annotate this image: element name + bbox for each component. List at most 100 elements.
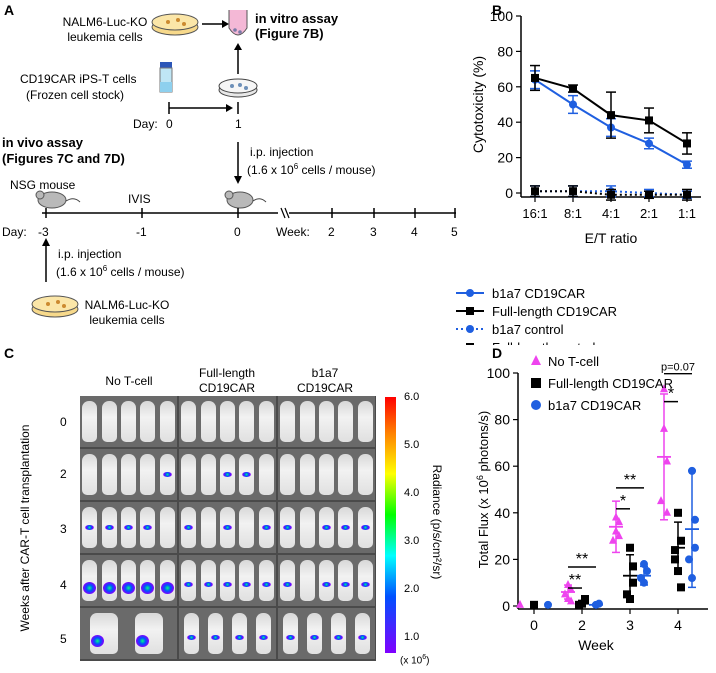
data-point [645,190,653,199]
data-point [663,507,671,516]
data-point [677,536,685,545]
x-tick-label: 8:1 [564,206,582,221]
invivo-title: in vivo assay [2,135,83,150]
bioluminescence-signal [334,635,344,640]
ivis-cell [278,608,375,659]
mouse-image [140,401,156,442]
data-point [581,595,589,604]
ip-injection-top: i.p. injection [250,145,314,159]
panel-a-label: A [4,2,15,18]
legend-label: b1a7 CD19CAR [548,398,641,413]
mouse-image [207,613,223,654]
ivis-cell [278,396,375,447]
data-point [685,555,693,564]
data-point [691,515,699,524]
legend-label: b1a7 CD19CAR [492,286,585,301]
y-tick-label: 60 [497,79,513,95]
day-m1: -1 [136,225,147,239]
mouse-image [338,454,354,495]
mouse-image [101,560,117,601]
mouse-image [338,560,354,601]
y-tick-label: 60 [494,458,510,474]
bioluminescence-signal [91,635,104,647]
bioluminescence-signal [309,635,319,640]
data-point [645,116,653,125]
ivis-cell [179,608,276,659]
sig-label: * [620,493,626,510]
legend-label: b1a7 control [492,322,564,337]
legend-label: Full-length CD19CAR [548,376,673,391]
ip-dose-top: (1.6 x 106 cells / mouse) [247,162,376,177]
day-label-bottom: Day: [2,225,27,239]
data-point [643,567,651,576]
row-week-2: 2 [60,467,67,481]
col-b1a7-a: b1a7 [311,366,339,380]
mouse-icon-right [224,190,267,209]
data-point [671,546,679,555]
bioluminescence-signal [358,635,368,640]
dish-icon-top [151,13,199,36]
cb-tick-2: 2.0 [404,583,420,595]
vial-icon [159,62,173,93]
mouse-image [181,401,197,442]
bioluminescence-signal [360,582,370,587]
well-icon [228,10,248,36]
mouse-image [258,454,274,495]
mouse-image [319,454,334,495]
data-point [683,190,691,199]
mouse-image [299,454,315,495]
data-point [531,73,539,82]
mouse-image [101,507,117,548]
row-week-0: 0 [60,415,67,429]
mouse-image [319,401,334,442]
ivis-cell [80,449,177,500]
bioluminescence-signal [261,582,271,587]
col-full-length-b: CD19CAR [198,381,255,395]
nsg-label: NSG mouse [10,178,76,192]
mouse-image [306,613,322,654]
mouse-image [200,560,216,601]
mouse-image [258,560,274,601]
data-point [615,531,623,540]
ivis-cell [278,555,375,606]
legend-marker [466,343,474,345]
data-point [691,543,699,552]
legend-marker [466,307,474,315]
col-full-length-a: Full-length [198,366,256,380]
row-week-3: 3 [60,522,67,536]
bioluminescence-signal [104,525,114,530]
mouse-image [200,454,216,495]
bioluminescence-signal [259,635,269,640]
mouse-image [220,560,235,601]
data-point [569,187,577,196]
legend-label: Full-length CD19CAR [492,304,617,319]
data-point [623,590,631,599]
bioluminescence-signal [341,525,351,530]
mouse-image [299,507,315,548]
chart-d: 0 20 40 60 80 100 0 2 3 4 Week Total Flux (x 106 ph… [475,354,708,653]
nalm6-bottom-label: NALM6-Luc-KO [84,298,170,312]
x-axis-label: E/T ratio [585,230,638,246]
mouse-image [357,454,373,495]
bioluminescence-signal [122,582,135,594]
legend-marker [531,355,541,365]
bioluminescence-signal [285,635,295,640]
cb-unit: (x 106) [400,654,430,667]
cb-tick-1: 1.0 [404,631,420,643]
ip-dose-bottom: (1.6 x 106 cells / mouse) [56,264,185,279]
row-week-4: 4 [60,578,67,592]
bioluminescence-signal [160,582,174,594]
data-point [569,84,577,93]
mouse-image [239,507,255,548]
mouse-image [101,454,117,495]
cb-tick-4: 4.0 [404,487,420,499]
col-b1a7-b: CD19CAR [296,381,353,395]
mouse-image [121,507,136,548]
week-4: 4 [411,225,418,239]
mouse-image [140,454,156,495]
mouse-image [258,401,274,442]
bioluminescence-signal [184,582,194,587]
bioluminescence-signal [83,582,97,594]
legend-marker [531,378,541,388]
bioluminescence-signal [136,635,149,647]
